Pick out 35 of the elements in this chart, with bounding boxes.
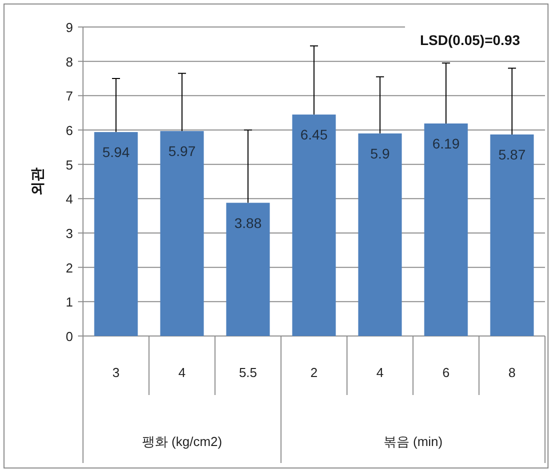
x-tick-label: 3 xyxy=(112,365,120,380)
data-label: 5.97 xyxy=(168,143,196,160)
data-label: 6.45 xyxy=(300,126,328,143)
y-tick-label: 4 xyxy=(66,192,73,207)
bar xyxy=(94,132,138,336)
y-tick-label: 0 xyxy=(66,329,73,344)
y-tick-label: 5 xyxy=(66,157,73,172)
data-label: 6.19 xyxy=(432,135,460,152)
y-tick-label: 7 xyxy=(66,88,73,104)
x-tick-label: 8 xyxy=(508,365,516,380)
y-tick-label: 9 xyxy=(66,20,73,35)
text: 볶음 (min) xyxy=(383,434,443,449)
text: 팽화 (kg/cm2) xyxy=(142,434,222,449)
annotation: LSD(0.05)=0.93 xyxy=(420,32,520,48)
y-tick-label: 3 xyxy=(66,226,73,241)
y-tick-label: 2 xyxy=(66,260,73,276)
bar xyxy=(226,202,270,336)
bar xyxy=(490,134,534,336)
x-tick-label: 4 xyxy=(178,365,186,380)
data-label: 5.94 xyxy=(102,144,130,160)
data-label: 5.9 xyxy=(370,145,390,162)
bar xyxy=(358,133,402,336)
x-tick-label: 6 xyxy=(442,365,450,380)
bar xyxy=(160,131,204,336)
y-tick-label: 6 xyxy=(66,123,73,138)
x-tick-label: 2 xyxy=(310,365,318,380)
x-tick-label: 5.5 xyxy=(238,365,258,380)
y-axis-title: 외관 xyxy=(29,168,45,196)
y-tick-label: 8 xyxy=(66,54,73,70)
y-tick-label: 1 xyxy=(66,294,73,310)
data-label: 5.87 xyxy=(498,146,526,162)
x-tick-label: 4 xyxy=(376,365,384,380)
bar xyxy=(424,123,468,336)
data-label: 3.88 xyxy=(234,214,262,231)
bar xyxy=(292,114,336,336)
